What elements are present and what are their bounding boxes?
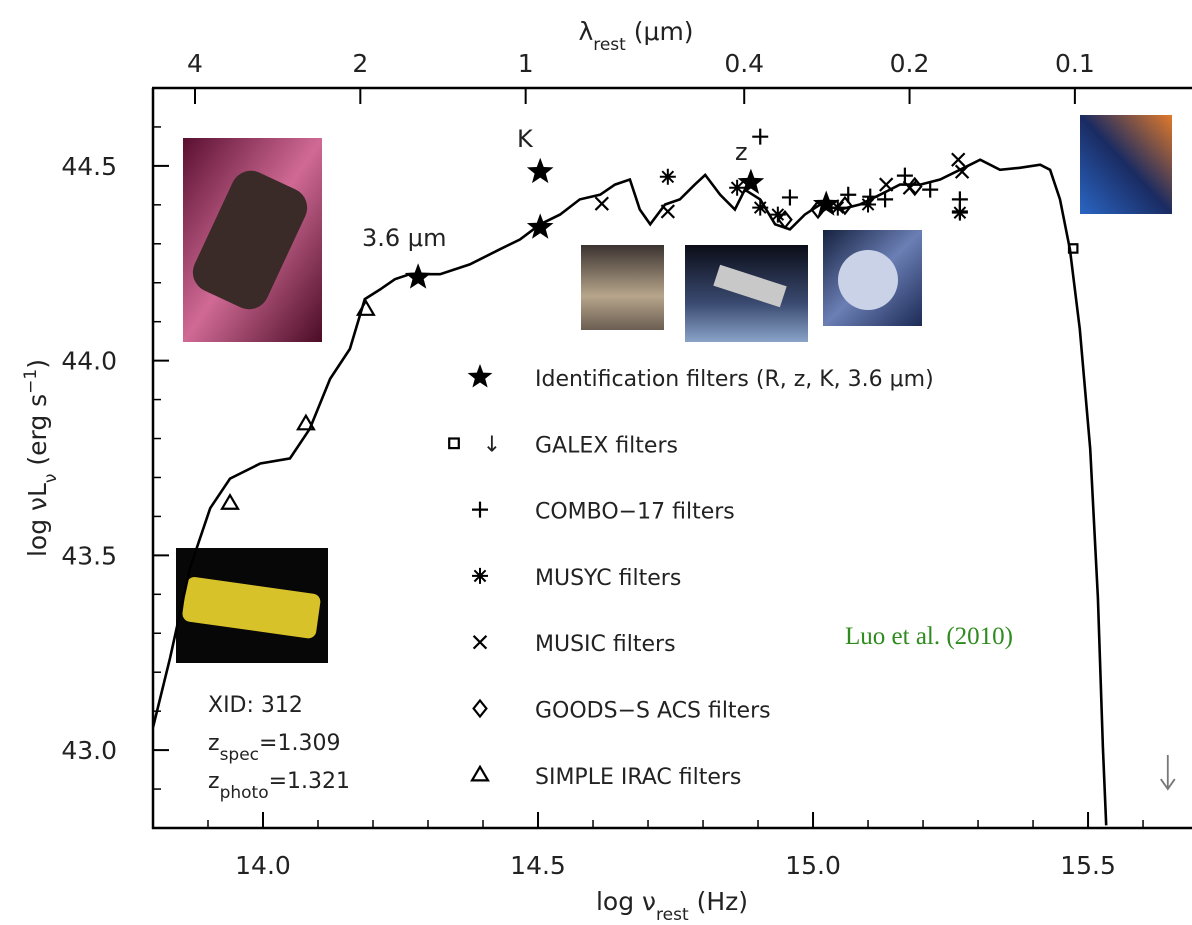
text-part: log νL [23,483,52,557]
legend-marker [474,636,487,649]
top-tick-label: 4 [187,49,203,78]
text-part: =1.321 [269,769,350,794]
text-part: spec [220,745,259,765]
text-part: λ [578,17,593,46]
text-part: =1.309 [259,731,340,756]
legend-marker [449,439,459,449]
marker-cross [952,153,965,166]
marker-cross [880,178,893,191]
marker-cross [661,205,674,218]
credit: Luo et al. (2010) [845,623,1013,650]
text-part: photo [220,783,269,803]
legend-marker [472,767,488,781]
legend-label: SIMPLE IRAC filters [535,765,741,790]
marker-asterisk [952,205,968,221]
marker-star [527,158,554,183]
x-axis-label: log νrest (Hz) [596,887,748,925]
legend-label: GALEX filters [535,433,678,458]
x-tick-label: 15.5 [1060,851,1116,880]
marker-star [527,213,554,238]
legend-label: MUSIC filters [535,632,676,657]
text-part: ν [41,474,61,484]
marker-plus [752,129,768,145]
marker-star [738,169,765,194]
text-part: ) [23,359,52,369]
y-tick-label: 43.5 [61,541,117,570]
text-part: z [208,731,220,756]
legend-label: COMBO−17 filters [535,500,735,525]
top-axis-label: λrest (μm) [578,17,693,55]
y-tick-label: 43.0 [61,736,117,765]
text-part: XID: 312 [208,693,303,718]
text-part: (μm) [626,17,694,46]
text-part: (erg s [23,394,52,474]
text-part: log ν [596,887,656,916]
y-tick-label: 44.0 [61,347,117,376]
marker-cross [595,197,608,210]
annotation: z [735,138,748,166]
top-tick-label: 0.4 [724,49,764,78]
marker-triangle [222,495,238,509]
text-part: z [208,769,220,794]
legend-marker [472,502,488,518]
text-part: −1 [21,369,41,394]
text-part: rest [593,35,626,55]
x-tick-label: 14.0 [235,851,291,880]
x-tick-label: 14.5 [510,851,566,880]
legend-label: GOODS−S ACS filters [535,699,771,724]
legend-limit-symbol: ↓ [483,432,501,457]
galex-body [838,250,898,310]
top-tick-label: 1 [518,49,534,78]
annotation: 3.6 μm [362,224,446,252]
legend-marker [472,568,488,584]
top-tick-label: 0.1 [1055,49,1095,78]
info-line: zphoto=1.321 [208,769,350,803]
legend-label: MUSYC filters [535,566,681,591]
satellite-image [1080,115,1172,214]
marker-asterisk [860,196,876,212]
text-part: (Hz) [689,887,748,916]
x-tick-label: 15.0 [785,851,841,880]
annotation: K [517,125,534,153]
info-line: XID: 312 [208,693,303,718]
info-line: zspec=1.309 [208,731,340,765]
legend-marker [474,701,487,717]
y-axis-label: log νLν (erg s−1) [21,359,61,557]
marker-asterisk [660,169,676,185]
y-tick-label: 44.5 [61,152,117,181]
chart: log νrest (Hz) λrest (μm) log νLν (erg s… [0,0,1192,925]
vlt-image [581,245,664,330]
marker-triangle [358,301,374,315]
marker-star [405,263,432,288]
marker-plus [782,189,798,205]
top-tick-label: 0.2 [890,49,930,78]
legend-label: Identification filters (R, z, K, 3.6 μm) [535,367,934,392]
upper-limit-arrow [1161,755,1175,789]
marker-asterisk [752,200,768,216]
text-part: rest [656,905,689,925]
top-tick-label: 2 [352,49,368,78]
legend-marker [468,364,493,388]
